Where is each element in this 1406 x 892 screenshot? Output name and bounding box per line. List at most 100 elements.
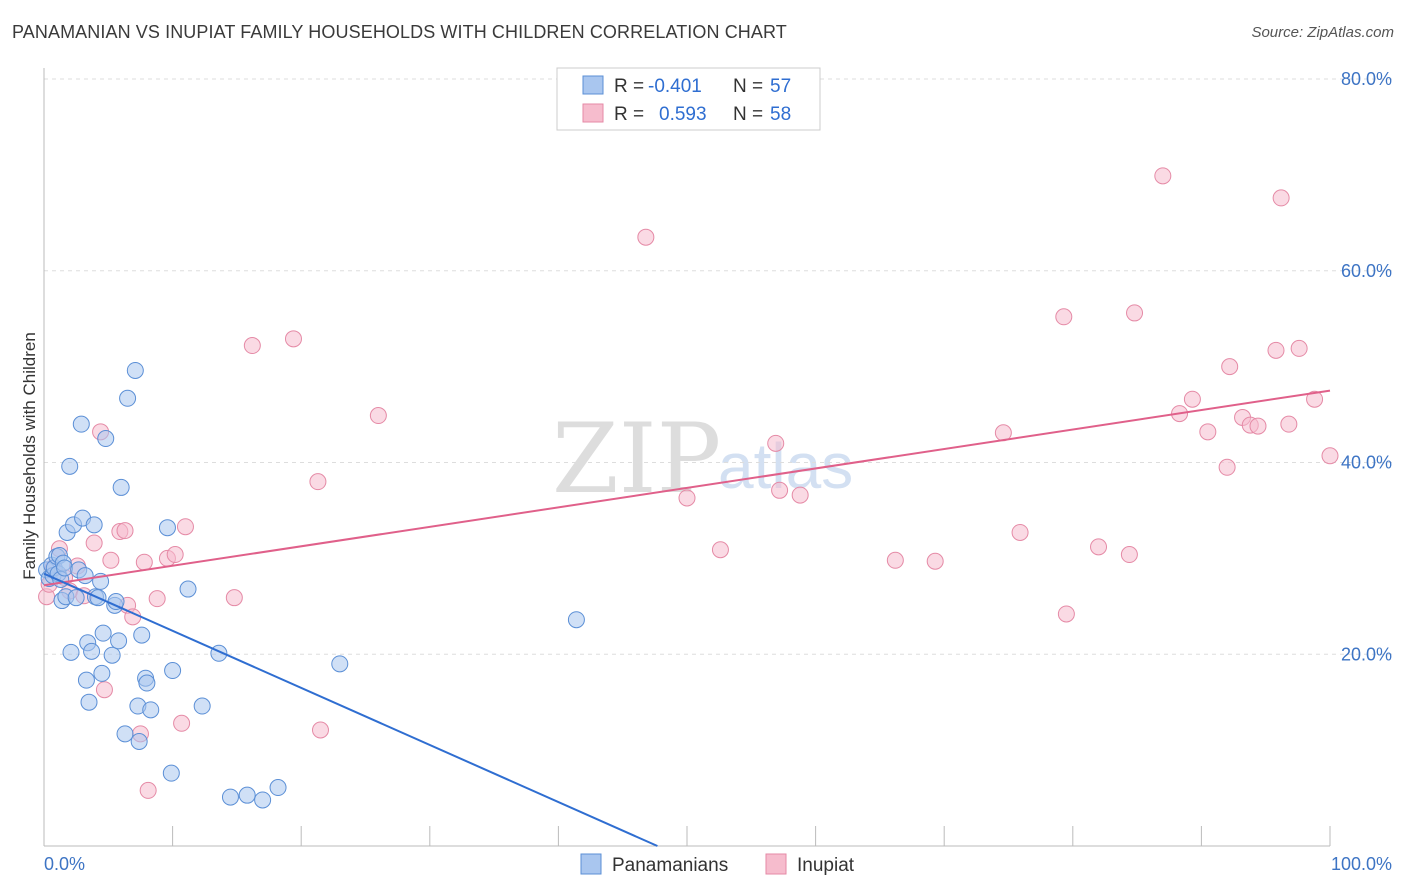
inupiat-point-55 bbox=[1272, 189, 1290, 207]
inupiat-point-32 bbox=[711, 541, 729, 559]
inupiat-point-22 bbox=[173, 714, 191, 732]
panamanian-point-31 bbox=[94, 624, 112, 642]
panamanian-point-46 bbox=[142, 701, 160, 719]
inupiat-point-50 bbox=[1221, 358, 1239, 376]
panamanian-point-19 bbox=[72, 415, 90, 433]
inupiat-point-35 bbox=[791, 486, 809, 504]
panamanian-point-43 bbox=[133, 626, 151, 644]
panamanian-point-36 bbox=[110, 632, 128, 650]
inupiat-point-30 bbox=[637, 228, 655, 246]
inupiat-point-54 bbox=[1267, 341, 1285, 359]
legend-n-value-2: 58 bbox=[770, 104, 791, 125]
trend-lines bbox=[43, 389, 1331, 847]
inupiat-point-47 bbox=[1183, 390, 1201, 408]
inupiat-point-48 bbox=[1199, 423, 1217, 441]
inupiat-point-17 bbox=[135, 553, 153, 571]
inupiat-point-36 bbox=[886, 551, 904, 569]
panamanian-point-48 bbox=[162, 764, 180, 782]
inupiat-point-8 bbox=[85, 534, 103, 552]
inupiat-point-26 bbox=[284, 330, 302, 348]
panamanian-point-14 bbox=[61, 457, 79, 475]
panamanian-point-33 bbox=[103, 646, 121, 664]
panamanian-point-53 bbox=[221, 788, 239, 806]
bottom-legend-panamanians: Panamanians bbox=[612, 855, 728, 876]
inupiat-point-40 bbox=[1055, 308, 1073, 326]
inupiat-point-56 bbox=[1280, 415, 1298, 433]
inupiat-point-59 bbox=[1321, 447, 1339, 465]
inupiat-point-53 bbox=[1249, 417, 1267, 435]
inupiat-point-18 bbox=[139, 781, 157, 799]
inupiat-point-13 bbox=[116, 522, 134, 540]
legend-n-value-1: 57 bbox=[770, 76, 791, 97]
panamanian-trend-line bbox=[43, 572, 658, 847]
inupiat-point-34 bbox=[771, 481, 789, 499]
inupiat-point-39 bbox=[1011, 523, 1029, 541]
panamanian-point-17 bbox=[67, 589, 85, 607]
inupiat-point-31 bbox=[678, 489, 696, 507]
inupiat-point-19 bbox=[148, 590, 166, 608]
inupiat-point-41 bbox=[1057, 605, 1075, 623]
y-tick-label-60: 60.0% bbox=[1341, 261, 1392, 281]
inupiat-point-27 bbox=[309, 473, 327, 491]
inupiat-point-43 bbox=[1120, 546, 1138, 564]
inupiat-point-49 bbox=[1218, 458, 1236, 476]
inupiat-point-25 bbox=[243, 337, 261, 355]
panamanian-point-57 bbox=[331, 655, 349, 673]
panamanian-point-22 bbox=[77, 671, 95, 689]
bottom-legend-swatch-panamanians bbox=[580, 853, 602, 875]
panamanian-point-37 bbox=[112, 478, 130, 496]
inupiat-point-28 bbox=[311, 721, 329, 739]
inupiat-points bbox=[38, 167, 1339, 799]
inupiat-point-37 bbox=[926, 552, 944, 570]
x-axis-ticks bbox=[43, 826, 1331, 846]
bottom-legend-inupiat: Inupiat bbox=[797, 855, 855, 876]
bottom-legend-swatch-inupiat bbox=[765, 853, 787, 875]
panamanian-point-45 bbox=[138, 674, 156, 692]
panamanian-point-30 bbox=[93, 664, 111, 682]
legend-n-label-2: N = bbox=[733, 104, 763, 125]
panamanian-point-39 bbox=[119, 389, 137, 407]
y-tick-label-80: 80.0% bbox=[1341, 69, 1392, 89]
panamanian-point-56 bbox=[269, 779, 287, 797]
legend-swatch-inupiat bbox=[582, 103, 604, 123]
inupiat-point-45 bbox=[1154, 167, 1172, 185]
panamanian-point-49 bbox=[164, 662, 182, 680]
panamanian-points bbox=[38, 361, 585, 809]
inupiat-point-24 bbox=[225, 589, 243, 607]
inupiat-point-44 bbox=[1126, 304, 1144, 322]
gridlines bbox=[44, 78, 1392, 655]
inupiat-point-10 bbox=[95, 681, 113, 699]
bottom-legend: Panamanians Inupiat bbox=[580, 853, 855, 876]
inupiat-point-33 bbox=[767, 434, 785, 452]
x-tick-label-100: 100.0% bbox=[1331, 854, 1392, 874]
panamanian-point-11 bbox=[56, 559, 74, 577]
inupiat-point-21 bbox=[166, 546, 184, 564]
panamanian-point-21 bbox=[76, 567, 94, 585]
panamanian-point-50 bbox=[179, 580, 197, 598]
chart-title: PANAMANIAN VS INUPIAT FAMILY HOUSEHOLDS … bbox=[12, 22, 787, 42]
panamanian-point-26 bbox=[85, 516, 103, 534]
x-tick-label-0: 0.0% bbox=[44, 854, 85, 874]
legend-box: R = -0.401 N = 57 R = 0.593 N = 58 bbox=[556, 67, 821, 131]
panamanian-point-24 bbox=[80, 693, 98, 711]
legend-r-value-2: 0.593 bbox=[659, 104, 707, 125]
inupiat-point-29 bbox=[369, 407, 387, 425]
panamanian-point-32 bbox=[97, 430, 115, 448]
panamanian-point-25 bbox=[83, 642, 101, 660]
y-axis-label: Family Households with Children bbox=[20, 332, 39, 580]
legend-r-value-1: -0.401 bbox=[648, 76, 702, 97]
panamanian-point-55 bbox=[254, 791, 272, 809]
inupiat-point-58 bbox=[1306, 390, 1324, 408]
panamanian-point-51 bbox=[193, 697, 211, 715]
y-tick-label-20: 20.0% bbox=[1341, 644, 1392, 664]
panamanian-point-47 bbox=[158, 519, 176, 537]
inupiat-point-23 bbox=[176, 518, 194, 536]
panamanian-point-54 bbox=[238, 786, 256, 804]
panamanian-point-38 bbox=[116, 725, 134, 743]
legend-swatch-panamanians bbox=[582, 75, 604, 95]
legend-r-label-2: R = bbox=[614, 104, 644, 125]
inupiat-point-57 bbox=[1290, 339, 1308, 357]
panamanian-point-42 bbox=[130, 732, 148, 750]
source-label: Source: ZipAtlas.com bbox=[1251, 24, 1394, 41]
